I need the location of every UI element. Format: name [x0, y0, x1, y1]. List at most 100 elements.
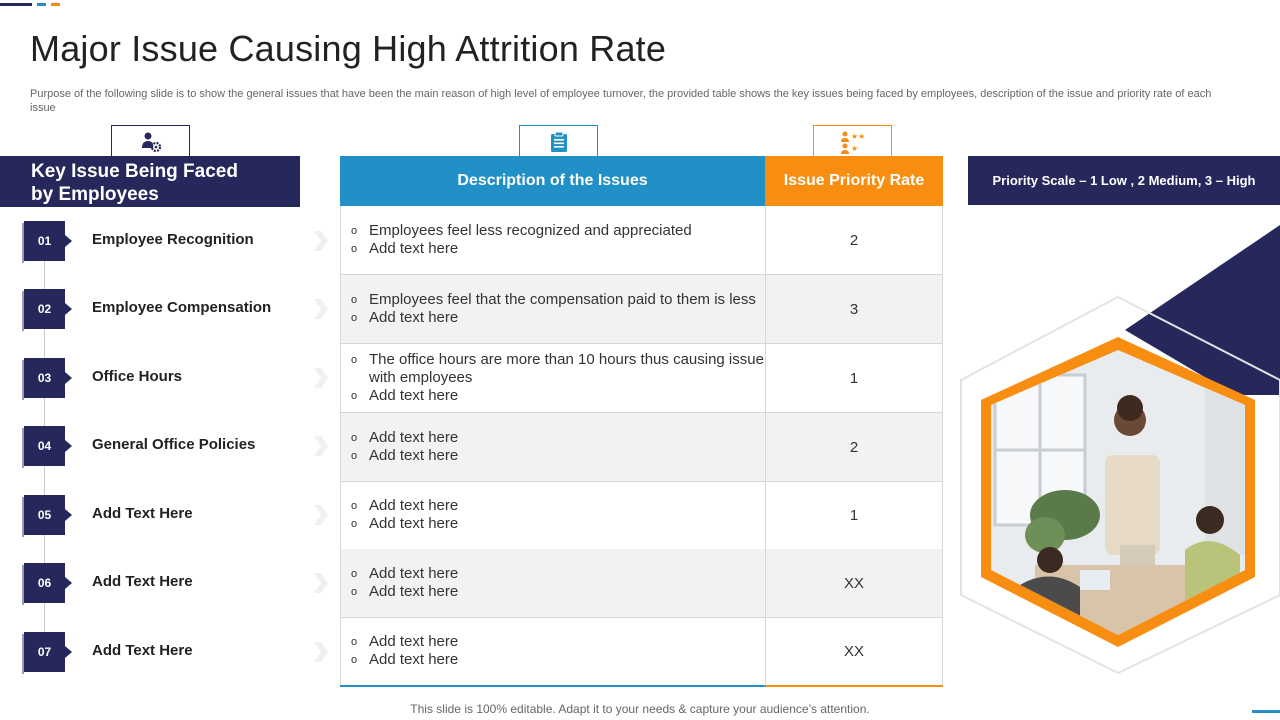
bullet-point: o Add text here	[351, 387, 765, 405]
bullet-point: o Add text here	[351, 309, 765, 327]
bullet-marker: o	[351, 294, 358, 306]
priority-rate-cell: 2	[849, 438, 859, 456]
chevron-right-icon	[314, 436, 328, 456]
bullet-text: Employees feel that the compensation pai…	[369, 291, 756, 308]
description-cell: o Add text here o Add text here	[341, 481, 766, 549]
bullet-text: Add text here	[369, 515, 459, 532]
issue-item-03: 03 Office Hours	[0, 358, 330, 400]
issue-label: Add Text Here	[92, 642, 193, 659]
priority-rate-cell: XX	[843, 642, 864, 660]
corner-accent-line	[1252, 710, 1280, 713]
issues-table: Description of the Issues Issue Priority…	[340, 156, 943, 687]
svg-text:★★: ★★	[851, 132, 865, 141]
bullet-marker: o	[351, 312, 358, 324]
priority-rate-cell: 2	[849, 231, 859, 249]
description-cell: o The office hours are more than 10 hours…	[341, 344, 766, 412]
table-row: o Employees feel less recognized and appr…	[340, 206, 943, 275]
bullet-marker: o	[351, 654, 358, 666]
bullet-marker: o	[351, 450, 358, 462]
issue-number: 03	[24, 358, 65, 398]
priority-scale-box: Priority Scale – 1 Low , 2 Medium, 3 – H…	[968, 156, 1280, 205]
bullet-text: Add text here	[369, 240, 459, 257]
table-row: o Add text here o Add text here 2	[340, 413, 943, 482]
top-accent-line-orange	[51, 3, 60, 6]
chevron-right-icon	[314, 573, 328, 593]
issue-item-07: 07 Add Text Here	[0, 632, 330, 674]
table-row: o Add text here o Add text here XX	[340, 549, 943, 618]
number-shadow	[22, 223, 24, 263]
issue-label: Add Text Here	[92, 573, 193, 590]
bullet-marker: o	[351, 518, 358, 530]
table-row: o Employees feel that the compensation pa…	[340, 275, 943, 344]
bullet-text: Add text here	[369, 583, 459, 600]
bullet-marker: o	[351, 636, 358, 648]
bullet-marker: o	[351, 568, 358, 580]
description-cell: o Add text here o Add text here	[341, 617, 766, 685]
bullet-point: o Employees feel that the compensation pa…	[351, 291, 765, 309]
number-shadow	[22, 497, 24, 537]
number-shadow	[22, 634, 24, 674]
chevron-right-icon	[314, 505, 328, 525]
top-accent-line-blue	[37, 3, 46, 6]
purpose-text: Purpose of the following slide is to sho…	[30, 88, 1212, 114]
issue-item-04: 04 General Office Policies	[0, 426, 330, 468]
bullet-text: Add text here	[369, 387, 459, 404]
clipboard-icon-box	[519, 125, 598, 157]
bullet-marker: o	[351, 225, 358, 237]
bullet-point: o Add text here	[351, 447, 765, 465]
bullet-text: Employees feel less recognized and appre…	[369, 222, 692, 239]
bullet-point: o Add text here	[351, 429, 765, 447]
bullet-marker: o	[351, 243, 358, 255]
number-pointer	[65, 509, 72, 521]
priority-rate-cell: 1	[849, 369, 859, 387]
priority-rate-cell: 3	[849, 300, 859, 318]
description-cell: o Employees feel less recognized and appr…	[341, 206, 766, 274]
slide-title: Major Issue Causing High Attrition Rate	[30, 28, 667, 69]
number-pointer	[65, 577, 72, 589]
number-shadow	[22, 428, 24, 468]
bullet-marker: o	[351, 432, 358, 444]
number-pointer	[65, 646, 72, 658]
issue-label: Office Hours	[92, 368, 183, 385]
table-row: o Add text here o Add text here XX	[340, 617, 943, 686]
key-issues-header-line1: Key Issue Being Faced	[31, 161, 238, 182]
description-cell: o Add text here o Add text here	[341, 549, 766, 617]
table-bottom-rule-blue	[340, 685, 765, 687]
clipboard-icon	[550, 131, 567, 152]
column-header-description: Description of the Issues	[340, 156, 765, 206]
rating-stars-icon-box: ★★ ★	[813, 125, 892, 157]
bullet-text: Add text here	[369, 447, 459, 464]
bullet-point: o Add text here	[351, 497, 765, 515]
issue-number: 06	[24, 563, 65, 603]
bullet-point: o The office hours are more than 10 hours…	[351, 351, 765, 387]
issue-label: General Office Policies	[92, 436, 256, 453]
bullet-marker: o	[351, 354, 358, 366]
bullet-point: o Employees feel less recognized and appr…	[351, 222, 765, 240]
number-pointer	[65, 440, 72, 452]
number-pointer	[65, 303, 72, 315]
bullet-text: Add text here	[369, 497, 459, 514]
bullet-point: o Add text here	[351, 633, 765, 651]
chevron-right-icon	[314, 299, 328, 319]
employee-gear-icon	[141, 132, 161, 152]
bullet-text: The office hours are more than 10 hours …	[369, 351, 764, 386]
number-pointer	[65, 372, 72, 384]
issue-label: Add Text Here	[92, 505, 193, 522]
issue-number: 01	[24, 221, 65, 261]
bullet-point: o Add text here	[351, 583, 765, 601]
table-row: o The office hours are more than 10 hours…	[340, 344, 943, 413]
chevron-right-icon	[314, 642, 328, 662]
number-pointer	[65, 235, 72, 247]
description-cell: o Add text here o Add text here	[341, 413, 766, 481]
employee-gear-icon-box	[111, 125, 190, 157]
issue-number: 04	[24, 426, 65, 466]
issue-item-02: 02 Employee Compensation	[0, 289, 330, 331]
column-header-priority-rate: Issue Priority Rate	[765, 156, 943, 206]
priority-rate-cell: XX	[843, 574, 864, 592]
top-accent-line-navy	[0, 3, 32, 6]
key-issues-header: Key Issue Being Faced by Employees	[0, 156, 300, 207]
priority-rate-cell: 1	[849, 506, 859, 524]
key-issues-header-line2: by Employees	[31, 184, 159, 205]
issue-label: Employee Compensation	[92, 299, 272, 316]
rating-stars-icon: ★★ ★	[840, 131, 865, 154]
